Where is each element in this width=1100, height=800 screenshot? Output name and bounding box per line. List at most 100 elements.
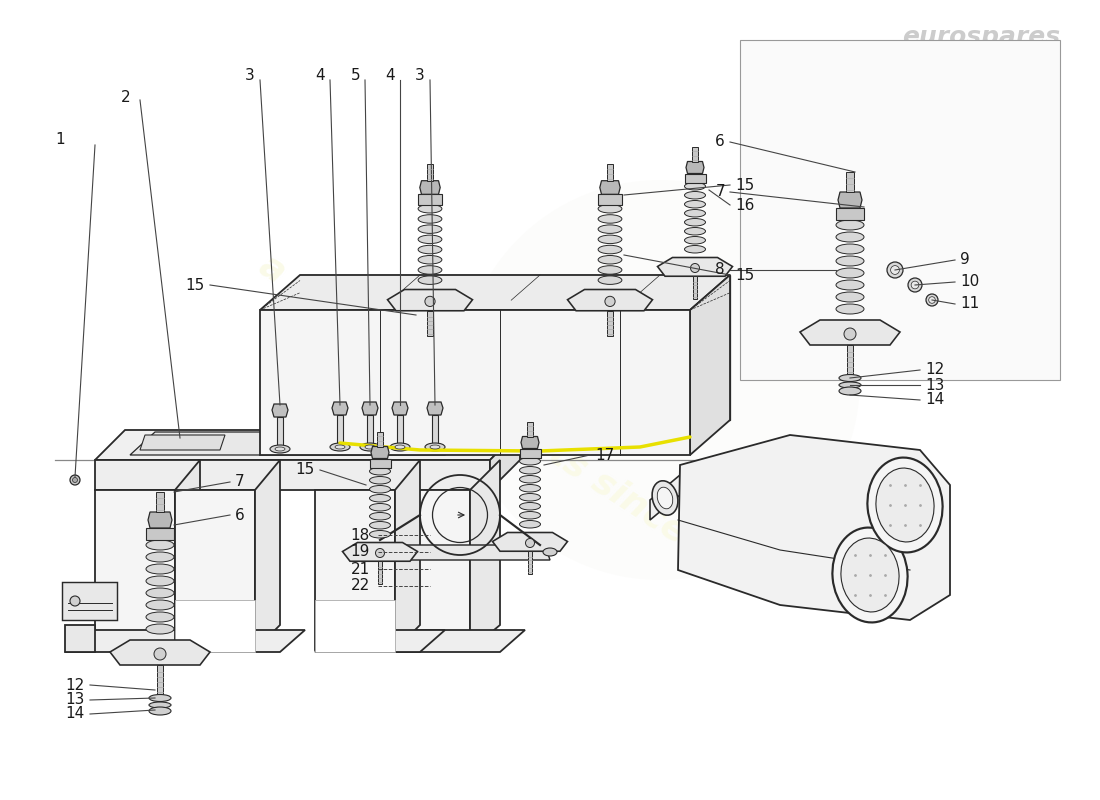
- Bar: [370, 458, 390, 467]
- Ellipse shape: [418, 214, 442, 223]
- Ellipse shape: [598, 255, 622, 264]
- Bar: [519, 449, 540, 458]
- Ellipse shape: [146, 624, 174, 634]
- Polygon shape: [175, 600, 255, 652]
- Ellipse shape: [684, 218, 705, 226]
- Circle shape: [887, 262, 903, 278]
- Circle shape: [460, 180, 860, 580]
- Text: 21: 21: [351, 562, 370, 577]
- Polygon shape: [255, 460, 280, 650]
- Polygon shape: [148, 512, 172, 528]
- Ellipse shape: [684, 191, 705, 199]
- Bar: [277, 417, 283, 452]
- Text: eurospares: eurospares: [902, 25, 1060, 49]
- Ellipse shape: [370, 530, 390, 538]
- Ellipse shape: [425, 443, 446, 451]
- Polygon shape: [272, 404, 288, 417]
- Ellipse shape: [370, 513, 390, 520]
- Text: 4: 4: [385, 69, 395, 83]
- Ellipse shape: [598, 266, 622, 274]
- Bar: [607, 310, 613, 336]
- Text: 14: 14: [66, 706, 85, 722]
- Text: 11: 11: [960, 297, 979, 311]
- Bar: [606, 164, 614, 181]
- Bar: [367, 415, 373, 450]
- Bar: [418, 194, 442, 205]
- Text: 15: 15: [186, 278, 205, 293]
- Circle shape: [375, 549, 385, 558]
- Ellipse shape: [360, 443, 379, 451]
- Bar: [740, 40, 1060, 380]
- Circle shape: [154, 648, 166, 660]
- Bar: [598, 194, 622, 205]
- Circle shape: [73, 478, 77, 482]
- Polygon shape: [686, 162, 704, 174]
- Ellipse shape: [836, 232, 864, 242]
- Ellipse shape: [598, 246, 622, 254]
- Ellipse shape: [146, 564, 174, 574]
- Bar: [528, 551, 532, 574]
- Ellipse shape: [146, 588, 174, 598]
- Circle shape: [605, 296, 615, 306]
- Ellipse shape: [519, 458, 540, 465]
- Ellipse shape: [270, 445, 290, 453]
- Ellipse shape: [519, 466, 540, 474]
- Circle shape: [928, 297, 935, 303]
- Ellipse shape: [836, 256, 864, 266]
- Text: 3: 3: [416, 69, 425, 83]
- Ellipse shape: [418, 246, 442, 254]
- Ellipse shape: [370, 503, 390, 511]
- Bar: [693, 276, 697, 298]
- Ellipse shape: [146, 576, 174, 586]
- Ellipse shape: [395, 445, 405, 449]
- Ellipse shape: [418, 255, 442, 264]
- Bar: [836, 208, 864, 220]
- Polygon shape: [493, 533, 568, 551]
- Polygon shape: [110, 640, 210, 665]
- Text: 13: 13: [925, 378, 945, 393]
- Bar: [377, 562, 383, 584]
- Ellipse shape: [390, 443, 410, 451]
- Polygon shape: [392, 402, 408, 415]
- Text: 8: 8: [715, 262, 725, 278]
- Polygon shape: [690, 275, 730, 455]
- Circle shape: [926, 294, 938, 306]
- Ellipse shape: [146, 540, 174, 550]
- Ellipse shape: [519, 511, 540, 519]
- Polygon shape: [315, 630, 446, 652]
- Polygon shape: [65, 625, 95, 652]
- Circle shape: [891, 266, 900, 274]
- Polygon shape: [490, 430, 520, 490]
- Text: 22: 22: [351, 578, 370, 594]
- Bar: [397, 415, 403, 450]
- Polygon shape: [600, 181, 620, 194]
- Ellipse shape: [836, 304, 864, 314]
- Ellipse shape: [148, 707, 170, 715]
- Circle shape: [908, 278, 922, 292]
- Text: 16: 16: [735, 198, 755, 213]
- Ellipse shape: [336, 445, 345, 449]
- Text: 6: 6: [235, 507, 244, 522]
- Text: 17: 17: [595, 447, 614, 462]
- Text: 7: 7: [715, 185, 725, 199]
- Polygon shape: [300, 275, 730, 420]
- Ellipse shape: [657, 487, 673, 509]
- Text: 3: 3: [245, 69, 255, 83]
- Polygon shape: [568, 290, 652, 310]
- Ellipse shape: [876, 468, 934, 542]
- Text: 9: 9: [960, 253, 970, 267]
- Ellipse shape: [519, 502, 540, 510]
- Bar: [157, 665, 163, 695]
- Polygon shape: [370, 630, 525, 652]
- Ellipse shape: [839, 387, 861, 395]
- Polygon shape: [371, 446, 389, 458]
- Bar: [846, 172, 854, 192]
- Ellipse shape: [839, 382, 861, 388]
- Bar: [432, 415, 438, 450]
- Circle shape: [844, 328, 856, 340]
- Ellipse shape: [519, 494, 540, 501]
- Ellipse shape: [836, 280, 864, 290]
- Polygon shape: [658, 258, 733, 276]
- Ellipse shape: [418, 235, 442, 243]
- Ellipse shape: [836, 220, 864, 230]
